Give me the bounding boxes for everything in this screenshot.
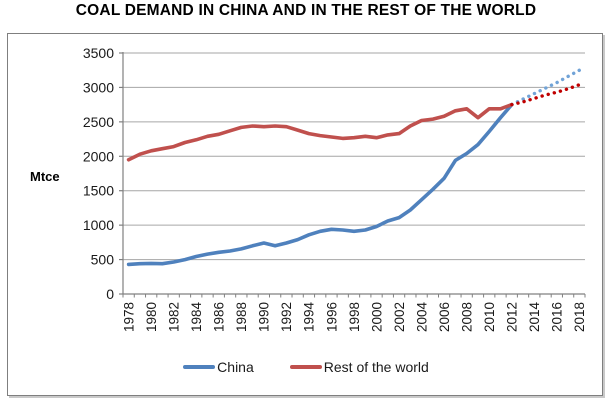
y-tick-label: 2000	[83, 148, 114, 164]
x-tick-label: 1996	[324, 302, 339, 332]
x-tick-label: 1978	[121, 302, 136, 332]
legend-item-china: China	[183, 359, 254, 375]
x-tick-label: 1984	[189, 302, 204, 333]
y-tick-label: 3000	[83, 79, 114, 95]
y-tick-label: 1500	[83, 183, 114, 199]
y-tick-label: 0	[106, 286, 114, 302]
x-tick-label: 1988	[234, 302, 249, 332]
x-tick-label: 2012	[505, 302, 520, 332]
y-tick-label: 3500	[83, 45, 114, 61]
chart-frame	[7, 33, 603, 396]
y-tick-label: 500	[91, 252, 115, 268]
x-tick-label: 1986	[212, 302, 227, 332]
x-tick-label: 1982	[167, 302, 182, 332]
x-tick-label: 2010	[482, 302, 497, 332]
x-tick-label: 1980	[144, 302, 159, 332]
x-tick-label: 2016	[550, 302, 565, 332]
legend-item-rest-of-world: Rest of the world	[289, 359, 429, 375]
x-tick-label: 1990	[257, 302, 272, 332]
series-china-projection	[510, 68, 582, 107]
x-tick-label: 1992	[279, 302, 294, 332]
series-rest-of-world	[126, 102, 514, 162]
series-china	[126, 102, 514, 267]
chart-legend: China Rest of the world	[0, 359, 612, 375]
china-line-swatch	[183, 365, 216, 369]
x-tick-label: 2014	[527, 302, 542, 333]
x-tick-label: 1998	[347, 302, 362, 332]
y-axis-title: Mtce	[30, 169, 60, 184]
y-tick-label: 2500	[83, 114, 114, 130]
x-tick-label: 2000	[369, 302, 384, 332]
chart-title: COAL DEMAND IN CHINA AND IN THE REST OF …	[75, 2, 537, 19]
x-tick-label: 2002	[392, 302, 407, 332]
x-tick-label: 2006	[437, 302, 452, 332]
x-tick-label: 2004	[414, 302, 429, 333]
y-tick-label: 1000	[83, 217, 114, 233]
x-tick-label: 2018	[572, 302, 587, 332]
rest-of-world-line-swatch	[289, 365, 322, 369]
x-tick-label: 1994	[302, 302, 317, 333]
legend-label-rest-of-world: Rest of the world	[323, 359, 429, 375]
series-rest-of-world-projection	[510, 82, 582, 107]
x-tick-label: 2008	[459, 302, 474, 332]
legend-label-china: China	[217, 359, 254, 375]
